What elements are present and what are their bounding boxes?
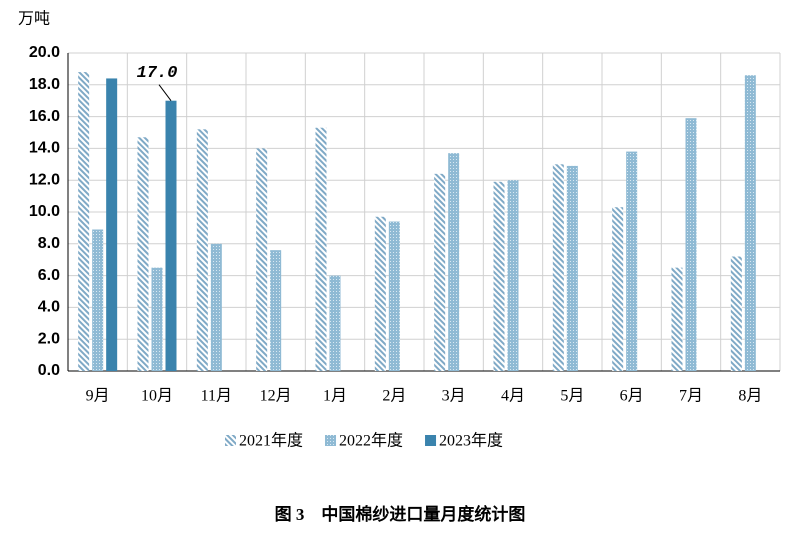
y-tick-label: 12.0: [29, 171, 60, 188]
x-tick-label: 11月: [201, 388, 232, 405]
bar: [566, 165, 578, 371]
legend-label: 2022年度: [339, 432, 403, 450]
legend-swatch: [225, 435, 236, 446]
x-tick-label: 3月: [442, 388, 466, 405]
bar: [196, 129, 208, 371]
legend-label: 2021年度: [239, 432, 303, 450]
y-tick-label: 16.0: [29, 108, 60, 125]
x-tick-label: 6月: [620, 388, 644, 405]
annotation-leader: [158, 84, 172, 101]
bar: [626, 151, 638, 371]
x-tick-label: 7月: [679, 388, 703, 405]
y-tick-label: 4.0: [38, 299, 60, 316]
bar: [744, 75, 756, 371]
legend-label: 2023年度: [439, 432, 503, 450]
x-tick-label: 9月: [86, 388, 110, 405]
x-tick-label: 5月: [560, 388, 584, 405]
x-tick-label: 4月: [501, 388, 525, 405]
y-tick-label: 20.0: [29, 44, 60, 61]
y-tick-label: 10.0: [29, 203, 60, 220]
y-tick-label: 2.0: [38, 330, 60, 347]
legend-swatch: [325, 435, 337, 446]
bar: [374, 216, 386, 371]
bar: [434, 173, 446, 371]
y-axis-label: 万吨: [18, 10, 50, 28]
bar: [730, 256, 742, 371]
bar: [552, 164, 564, 371]
bar: [315, 127, 327, 371]
y-tick-label: 0.0: [38, 362, 60, 379]
x-tick-label: 12月: [260, 388, 292, 405]
bar: [210, 243, 222, 371]
y-tick-label: 8.0: [38, 235, 60, 252]
x-tick-label: 2月: [382, 388, 406, 405]
bar: [507, 180, 519, 371]
bar: [388, 221, 400, 371]
bar: [329, 275, 341, 371]
y-tick-label: 14.0: [29, 140, 60, 157]
y-tick-label: 6.0: [38, 267, 60, 284]
bar: [493, 181, 505, 371]
bar: [137, 137, 149, 371]
legend-swatch: [425, 435, 437, 446]
bar: [671, 267, 683, 371]
bar: [685, 118, 697, 371]
caption: 图 3 中国棉纱进口量月度统计图: [275, 504, 526, 524]
bar: [165, 100, 177, 371]
bar: [270, 250, 282, 371]
bar: [256, 148, 268, 371]
bar: [106, 78, 118, 371]
bar: [448, 153, 460, 371]
bar: [151, 267, 163, 371]
bar: [612, 207, 624, 371]
x-tick-label: 1月: [323, 388, 347, 405]
bar: [78, 72, 90, 371]
bar: [92, 229, 104, 371]
value-label: 17.0: [137, 64, 178, 83]
x-tick-label: 8月: [738, 388, 762, 405]
x-tick-label: 10月: [141, 388, 173, 405]
y-tick-label: 18.0: [29, 76, 60, 93]
